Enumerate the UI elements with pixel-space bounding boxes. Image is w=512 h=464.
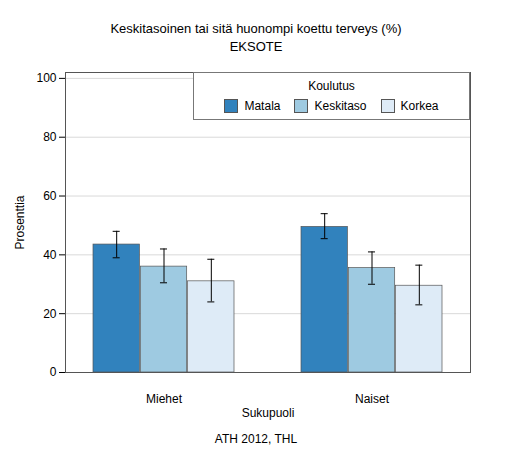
html-text:Matala: Matala (244, 99, 281, 113)
html-text:Keskitasoinen tai sitä huonomp: Keskitasoinen tai sitä huonompi koettu t… (110, 21, 402, 36)
html-text:ATH 2012, THL: ATH 2012, THL (214, 432, 298, 446)
svg-text:Miehet: Miehet (146, 392, 183, 406)
svg-text:0: 0 (50, 365, 57, 379)
html-text:Keskitaso: Keskitaso (314, 99, 367, 113)
svg-text:80: 80 (43, 130, 57, 144)
svg-text:60: 60 (43, 189, 57, 203)
html-text:Koulutus: Koulutus (308, 79, 355, 93)
svg-text:Sukupuoli: Sukupuoli (242, 406, 295, 420)
html-text:Korkea: Korkea (400, 99, 439, 113)
html-text:EKSOTE: EKSOTE (229, 39, 283, 54)
svg-text:Prosenttia: Prosenttia (13, 195, 27, 249)
svg-text:Naiset: Naiset (355, 392, 390, 406)
svg-text:40: 40 (43, 248, 57, 262)
svg-text:20: 20 (43, 307, 57, 321)
svg-text:100: 100 (36, 71, 56, 85)
